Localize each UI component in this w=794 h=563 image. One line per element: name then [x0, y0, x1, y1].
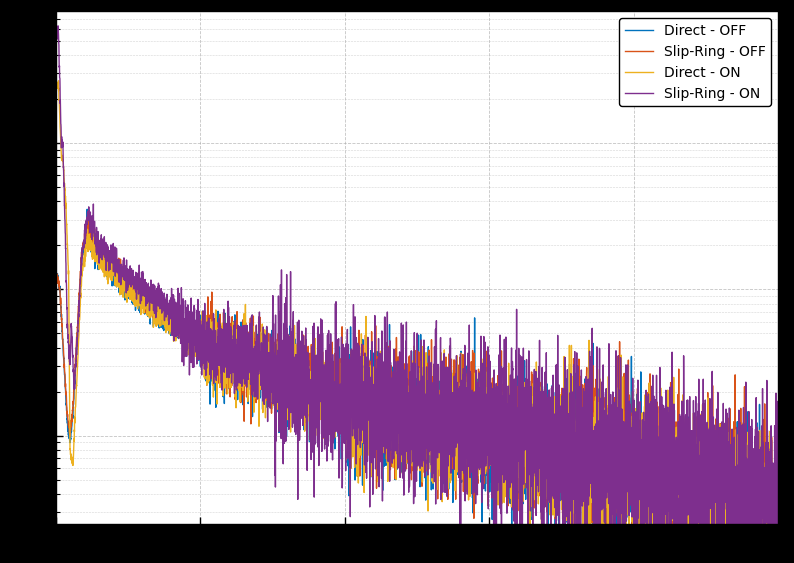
Slip-Ring - OFF	[328, 420, 337, 427]
Slip-Ring - ON	[522, 377, 531, 383]
Direct - ON	[646, 514, 655, 521]
Slip-Ring - ON	[485, 454, 495, 461]
Direct - OFF	[773, 551, 783, 558]
Direct - OFF	[83, 206, 92, 213]
Direct - OFF	[328, 358, 337, 364]
Line: Slip-Ring - OFF: Slip-Ring - OFF	[57, 218, 778, 563]
Direct - ON	[328, 367, 337, 373]
Direct - ON	[522, 416, 531, 423]
Direct - ON	[183, 341, 193, 348]
Slip-Ring - ON	[773, 528, 783, 534]
Slip-Ring - ON	[328, 351, 337, 358]
Direct - OFF	[485, 437, 495, 444]
Line: Direct - OFF: Direct - OFF	[57, 209, 778, 563]
Direct - OFF	[183, 323, 193, 329]
Direct - ON	[591, 515, 600, 521]
Slip-Ring - OFF	[591, 489, 600, 495]
Slip-Ring - ON	[183, 338, 193, 345]
Direct - OFF	[591, 490, 600, 497]
Slip-Ring - OFF	[773, 501, 783, 507]
Slip-Ring - ON	[591, 471, 600, 478]
Slip-Ring - OFF	[485, 388, 495, 395]
Slip-Ring - OFF	[52, 271, 62, 278]
Slip-Ring - ON	[646, 555, 655, 562]
Direct - OFF	[52, 270, 62, 277]
Slip-Ring - OFF	[183, 332, 193, 339]
Slip-Ring - OFF	[83, 215, 92, 221]
Direct - ON	[773, 493, 783, 499]
Direct - ON	[52, 84, 62, 91]
Direct - ON	[485, 417, 495, 424]
Slip-Ring - OFF	[522, 413, 531, 419]
Direct - OFF	[522, 423, 531, 430]
Direct - OFF	[646, 503, 655, 510]
Slip-Ring - ON	[52, 31, 62, 38]
Legend: Direct - OFF, Slip-Ring - OFF, Direct - ON, Slip-Ring - ON: Direct - OFF, Slip-Ring - OFF, Direct - …	[619, 18, 771, 106]
Line: Direct - ON: Direct - ON	[57, 81, 778, 563]
Direct - ON	[54, 78, 64, 84]
Slip-Ring - ON	[53, 23, 63, 29]
Line: Slip-Ring - ON: Slip-Ring - ON	[57, 26, 778, 563]
Slip-Ring - OFF	[646, 370, 655, 377]
